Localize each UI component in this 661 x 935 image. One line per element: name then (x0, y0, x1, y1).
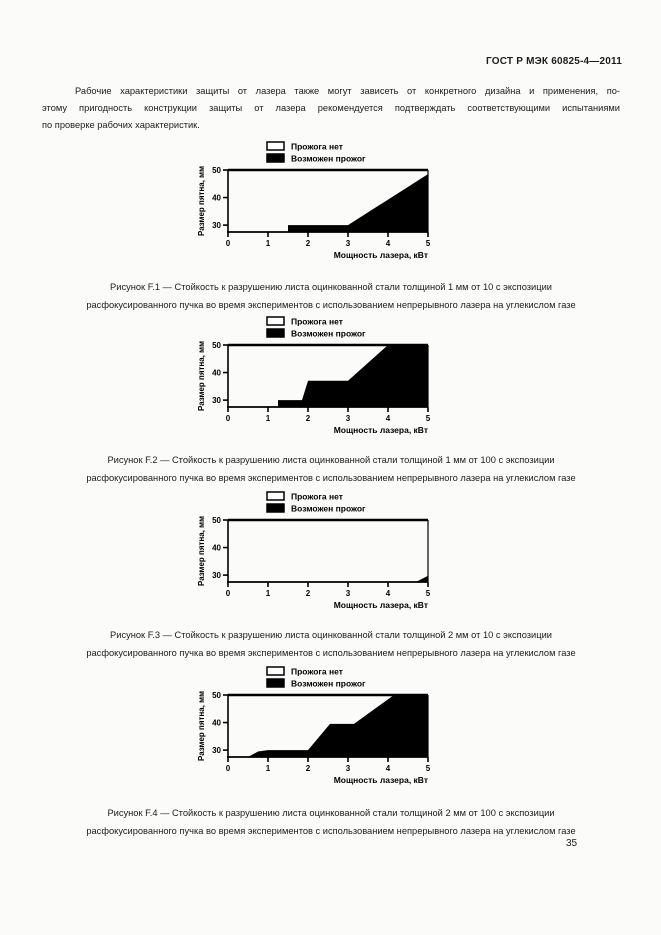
figure-f2-caption: Рисунок F.2 — Стойкость к разрушению лис… (35, 452, 627, 487)
x-tick-label: 4 (386, 414, 391, 423)
y-tick-label: 40 (212, 543, 221, 552)
y-axis-label: Размер пятна, мм (197, 691, 206, 761)
legend-swatch-burn-possible (266, 503, 285, 513)
y-tick-label: 50 (212, 341, 221, 350)
x-tick-label: 3 (346, 414, 351, 423)
x-tick-label: 2 (306, 414, 311, 423)
figure-f1-caption: Рисунок F.1 — Стойкость к разрушению лис… (35, 279, 627, 314)
y-tick-label: 40 (212, 718, 221, 727)
legend-label: Прожога нет (291, 317, 343, 327)
x-tick-label: 1 (266, 764, 271, 773)
legend-label: Возможен прожог (291, 329, 366, 339)
x-tick-label: 4 (386, 589, 391, 598)
caption-line: Рисунок F.2 — Стойкость к разрушению лис… (107, 455, 555, 465)
paragraph-line: Рабочие характеристики защиты от лазера … (75, 86, 620, 96)
y-axis-label: Размер пятна, мм (197, 516, 206, 586)
burn-region-area (248, 695, 428, 757)
legend-label: Прожога нет (291, 492, 343, 502)
x-tick-label: 2 (306, 239, 311, 248)
x-tick-label: 3 (346, 589, 351, 598)
x-tick-label: 2 (306, 589, 311, 598)
x-tick-label: 0 (226, 414, 231, 423)
intro-paragraph: Рабочие характеристики защиты от лазера … (42, 83, 620, 134)
legend-label: Возможен прожог (291, 154, 366, 164)
x-tick-label: 1 (266, 239, 271, 248)
x-tick-label: 0 (226, 239, 231, 248)
chart-f4-svg: Прожога нет Возможен прожог 0 1 2 3 4 5 30 40 50 Мо… (197, 666, 431, 785)
x-tick-label: 5 (426, 414, 431, 423)
y-tick-label: 30 (212, 746, 221, 755)
paragraph-line: по проверке рабочих характеристик. (42, 120, 200, 130)
caption-line: Рисунок F.3 — Стойкость к разрушению лис… (110, 630, 552, 640)
x-tick-label: 0 (226, 764, 231, 773)
x-axis-label: Мощность лазера, кВт (334, 775, 428, 785)
caption-line: расфокусированного пучка во время экспер… (86, 825, 576, 836)
x-tick-label: 5 (426, 764, 431, 773)
x-tick-label: 3 (346, 764, 351, 773)
legend-label: Возможен прожог (291, 504, 366, 514)
y-tick-label: 50 (212, 166, 221, 175)
figure-f2-chart: Прожога нет Возможен прожог 0 1 2 3 4 5 30 40 50 Мо… (195, 313, 445, 443)
x-axis-label: Мощность лазера, кВт (334, 250, 428, 260)
chart-f1-svg: Прожога нет Возможен прожог 0 1 2 3 4 5 30 40 50 Мо… (197, 141, 431, 260)
y-tick-label: 50 (212, 516, 221, 525)
burn-region-area (278, 345, 428, 407)
x-tick-label: 2 (306, 764, 311, 773)
y-tick-label: 40 (212, 368, 221, 377)
burn-region-area (288, 174, 428, 232)
legend-swatch-no-burn (266, 141, 285, 151)
page-number: 35 (566, 838, 578, 849)
figure-f3-chart: Прожога нет Возможен прожог 0 1 2 3 4 5 30 40 50 Мо… (195, 488, 445, 618)
x-tick-label: 1 (266, 414, 271, 423)
caption-line: расфокусированного пучка во время экспер… (86, 299, 576, 310)
legend-label: Возможен прожог (291, 679, 366, 689)
x-tick-label: 1 (266, 589, 271, 598)
x-axis-label: Мощность лазера, кВт (334, 600, 428, 610)
paragraph-line: этому пригодность конструкции защиты от … (42, 103, 620, 113)
y-axis-label: Размер пятна, мм (197, 341, 206, 411)
legend-swatch-no-burn (266, 491, 285, 501)
y-tick-label: 50 (212, 691, 221, 700)
x-tick-label: 4 (386, 239, 391, 248)
figure-f4-chart: Прожога нет Возможен прожог 0 1 2 3 4 5 30 40 50 Мо… (195, 663, 445, 793)
y-tick-label: 40 (212, 193, 221, 202)
legend-swatch-burn-possible (266, 328, 285, 338)
x-tick-label: 0 (226, 589, 231, 598)
legend-swatch-no-burn (266, 316, 285, 326)
chart-f3-svg: Прожога нет Возможен прожог 0 1 2 3 4 5 30 40 50 Мо… (197, 491, 431, 610)
chart-f2-svg: Прожога нет Возможен прожог 0 1 2 3 4 5 30 40 50 Мо… (197, 316, 431, 435)
y-tick-label: 30 (212, 571, 221, 580)
legend-swatch-burn-possible (266, 153, 285, 163)
x-tick-label: 5 (426, 239, 431, 248)
caption-line: Рисунок F.4 — Стойкость к разрушению лис… (107, 808, 555, 818)
x-tick-label: 5 (426, 589, 431, 598)
caption-line: расфокусированного пучка во время экспер… (86, 472, 576, 483)
burn-region-area (416, 575, 428, 582)
x-axis-label: Мощность лазера, кВт (334, 425, 428, 435)
figure-f4-caption: Рисунок F.4 — Стойкость к разрушению лис… (35, 805, 627, 840)
y-tick-label: 30 (212, 221, 221, 230)
caption-line: Рисунок F.1 — Стойкость к разрушению лис… (110, 282, 552, 292)
legend-swatch-no-burn (266, 666, 285, 676)
caption-line: расфокусированного пучка во время экспер… (86, 647, 576, 658)
document-header: ГОСТ Р МЭК 60825-4—2011 (486, 56, 622, 67)
legend-label: Прожога нет (291, 142, 343, 152)
x-tick-label: 4 (386, 764, 391, 773)
legend-swatch-burn-possible (266, 678, 285, 688)
figure-f3-caption: Рисунок F.3 — Стойкость к разрушению лис… (35, 627, 627, 662)
y-tick-label: 30 (212, 396, 221, 405)
y-axis-label: Размер пятна, мм (197, 166, 206, 236)
legend-label: Прожога нет (291, 667, 343, 677)
figure-f1-chart: Прожога нет Возможен прожог 0 1 2 3 4 5 30 40 50 Мо… (195, 138, 445, 268)
x-tick-label: 3 (346, 239, 351, 248)
